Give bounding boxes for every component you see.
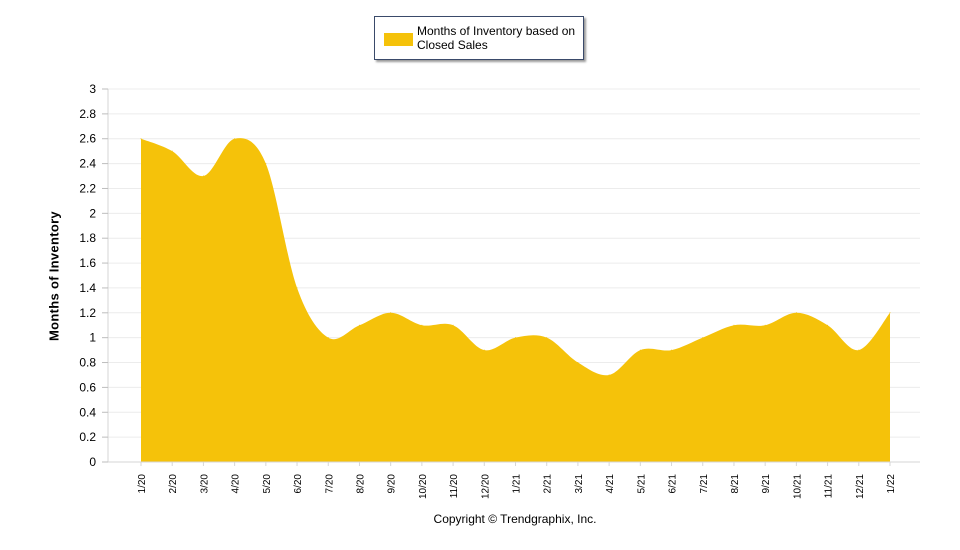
data-point bbox=[702, 337, 704, 339]
data-point bbox=[515, 337, 516, 339]
y-tick-label: 1.2 bbox=[79, 306, 96, 320]
data-point bbox=[296, 287, 298, 289]
y-tick-label: 0.2 bbox=[79, 430, 96, 444]
x-tick-label: 7/20 bbox=[324, 474, 335, 494]
data-point bbox=[546, 337, 548, 339]
data-point bbox=[795, 312, 797, 314]
legend-label: Months of Inventory based on Closed Sale… bbox=[417, 24, 576, 52]
x-tick-label: 4/21 bbox=[605, 474, 616, 494]
data-point bbox=[358, 324, 360, 326]
x-tick-label: 2/21 bbox=[543, 474, 554, 494]
x-tick-label: 6/21 bbox=[668, 474, 679, 494]
series-area bbox=[140, 138, 891, 462]
data-point bbox=[608, 374, 610, 376]
x-tick-label: 3/20 bbox=[199, 474, 210, 494]
area-series bbox=[141, 138, 890, 462]
x-tick-label: 8/21 bbox=[730, 474, 741, 494]
data-point bbox=[202, 175, 204, 177]
y-tick-label: 2.2 bbox=[79, 181, 96, 195]
data-point bbox=[671, 349, 673, 351]
x-axis-ticks: 1/20 2/20 3/20 4/20 5/20 6/20 7/20 8/20 9/20 10/2… bbox=[137, 462, 897, 499]
x-tick-label: 12/21 bbox=[855, 474, 866, 499]
data-point bbox=[483, 349, 485, 351]
y-axis-label: Months of Inventory bbox=[46, 211, 62, 341]
y-tick-label: 3 bbox=[89, 82, 96, 96]
y-tick-label: 0.6 bbox=[79, 380, 96, 394]
legend: Months of Inventory based on Closed Sale… bbox=[374, 16, 584, 60]
x-tick-label: 1/21 bbox=[512, 474, 523, 494]
x-tick-label: 11/20 bbox=[449, 474, 460, 499]
x-tick-label: 1/20 bbox=[137, 474, 148, 494]
legend-swatch bbox=[384, 33, 413, 46]
copyright-text: Copyright © Trendgraphix, Inc. bbox=[433, 512, 597, 526]
data-point bbox=[858, 349, 860, 351]
data-point bbox=[171, 150, 173, 152]
x-tick-label: 7/21 bbox=[699, 474, 710, 494]
y-tick-label: 1.4 bbox=[79, 281, 96, 295]
x-tick-label: 2/20 bbox=[168, 474, 179, 494]
x-tick-label: 6/20 bbox=[293, 474, 304, 494]
y-tick-label: 1.8 bbox=[79, 231, 96, 245]
y-tick-label: 1 bbox=[89, 331, 96, 345]
y-tick-label: 2.8 bbox=[79, 107, 96, 121]
x-tick-label: 10/21 bbox=[792, 474, 803, 499]
data-point bbox=[764, 324, 766, 326]
data-point bbox=[327, 337, 329, 339]
y-tick-label: 2.6 bbox=[79, 132, 96, 146]
data-point bbox=[452, 324, 454, 326]
y-tick-label: 0 bbox=[89, 455, 96, 469]
x-tick-label: 8/20 bbox=[355, 474, 366, 494]
y-tick-label: 2 bbox=[89, 206, 96, 220]
axes bbox=[107, 89, 920, 463]
data-point bbox=[390, 312, 392, 314]
data-point bbox=[234, 138, 236, 140]
data-point bbox=[265, 163, 267, 165]
x-tick-label: 10/20 bbox=[418, 474, 429, 499]
data-point bbox=[140, 138, 142, 140]
data-point bbox=[733, 324, 735, 326]
x-tick-label: 9/21 bbox=[761, 474, 772, 494]
y-tick-label: 1.6 bbox=[79, 256, 96, 270]
x-tick-label: 9/20 bbox=[387, 474, 398, 494]
x-tick-label: 3/21 bbox=[574, 474, 585, 494]
x-tick-label: 1/22 bbox=[886, 474, 897, 494]
data-point bbox=[577, 362, 579, 364]
data-point bbox=[889, 312, 891, 314]
y-tick-label: 0.8 bbox=[79, 356, 96, 370]
x-tick-label: 5/20 bbox=[262, 474, 273, 494]
data-point bbox=[421, 324, 423, 326]
data-point bbox=[827, 324, 829, 326]
y-axis-ticks: 0 0.2 0.4 0.6 0.8 1 1.2 1.4 1.6 1.8 2 2.2 2.4 2.6 2.8 3 bbox=[79, 82, 108, 469]
x-tick-label: 11/21 bbox=[824, 474, 835, 499]
y-tick-label: 0.4 bbox=[79, 405, 96, 419]
x-tick-label: 12/20 bbox=[480, 474, 491, 499]
x-tick-label: 5/21 bbox=[636, 474, 647, 494]
data-point bbox=[639, 349, 641, 351]
x-tick-label: 4/20 bbox=[231, 474, 242, 494]
y-tick-label: 2.4 bbox=[79, 157, 96, 171]
